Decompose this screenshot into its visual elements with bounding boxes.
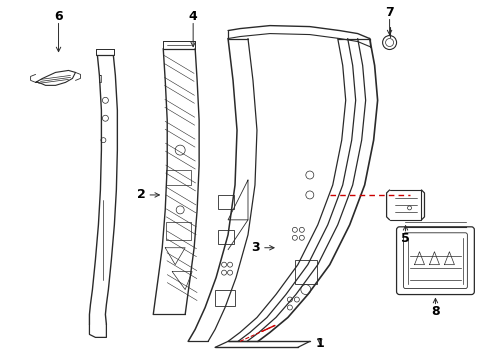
Bar: [166, 170, 191, 185]
Bar: [218, 195, 234, 209]
Bar: [218, 230, 234, 244]
Text: 5: 5: [400, 232, 409, 245]
Text: 7: 7: [385, 6, 393, 19]
Text: 3: 3: [251, 241, 260, 254]
Bar: [215, 289, 235, 306]
Text: 4: 4: [188, 10, 197, 23]
Text: 2: 2: [136, 188, 145, 202]
Bar: [166, 222, 191, 240]
Bar: [294, 260, 316, 284]
Text: 6: 6: [54, 10, 63, 23]
Text: 1: 1: [315, 337, 324, 350]
Text: 8: 8: [430, 305, 439, 318]
